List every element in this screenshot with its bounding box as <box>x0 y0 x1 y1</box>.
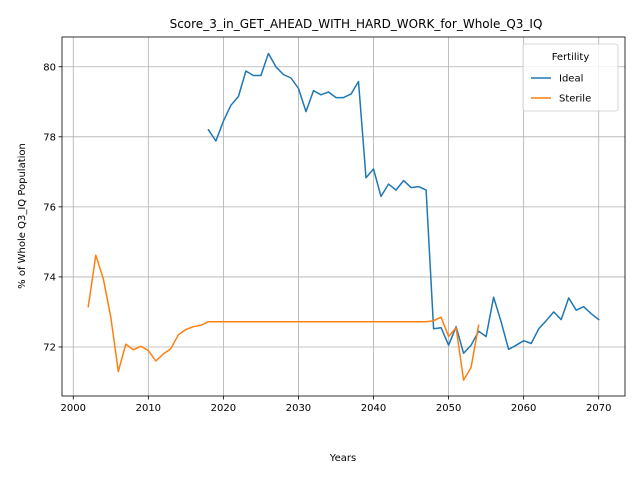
y-tick-label: 76 <box>43 202 56 213</box>
x-tick-label: 2030 <box>286 403 311 414</box>
x-axis-label: Years <box>329 453 356 464</box>
legend: Fertility Ideal Sterile <box>522 43 619 112</box>
x-tick-label: 2010 <box>136 403 161 414</box>
x-tick-label: 2040 <box>361 403 386 414</box>
plot-frame <box>61 36 626 397</box>
y-axis-label: % of Whole Q3_IQ Population <box>17 143 28 289</box>
x-tick-label: 2060 <box>511 403 536 414</box>
y-tick-label: 78 <box>43 132 56 143</box>
series-line-sterile <box>87 254 480 381</box>
chart-title: Score_3_in_GET_AHEAD_WITH_HARD_WORK_for_… <box>170 17 543 31</box>
legend-label-sterile: Sterile <box>559 94 591 105</box>
y-tick-label: 74 <box>43 272 56 283</box>
x-tick-label: 2070 <box>586 403 611 414</box>
series-line-ideal <box>207 52 600 355</box>
series-layer <box>87 52 600 381</box>
x-tick-label: 2000 <box>61 403 86 414</box>
legend-label-ideal: Ideal <box>559 74 583 85</box>
x-axis: 2000 2010 2020 2030 2040 2050 2060 2070 <box>61 396 611 414</box>
y-tick-label: 72 <box>43 342 56 353</box>
legend-box <box>522 43 619 112</box>
y-axis: 72 74 76 78 80 <box>43 62 62 353</box>
y-tick-label: 80 <box>43 62 56 73</box>
x-tick-label: 2020 <box>211 403 236 414</box>
x-tick-label: 2050 <box>436 403 461 414</box>
legend-title: Fertility <box>552 52 590 63</box>
